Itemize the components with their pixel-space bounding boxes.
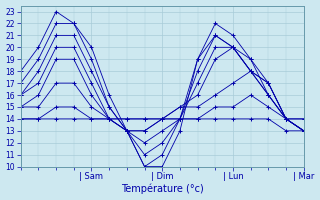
X-axis label: Température (°c): Température (°c) [121, 184, 204, 194]
